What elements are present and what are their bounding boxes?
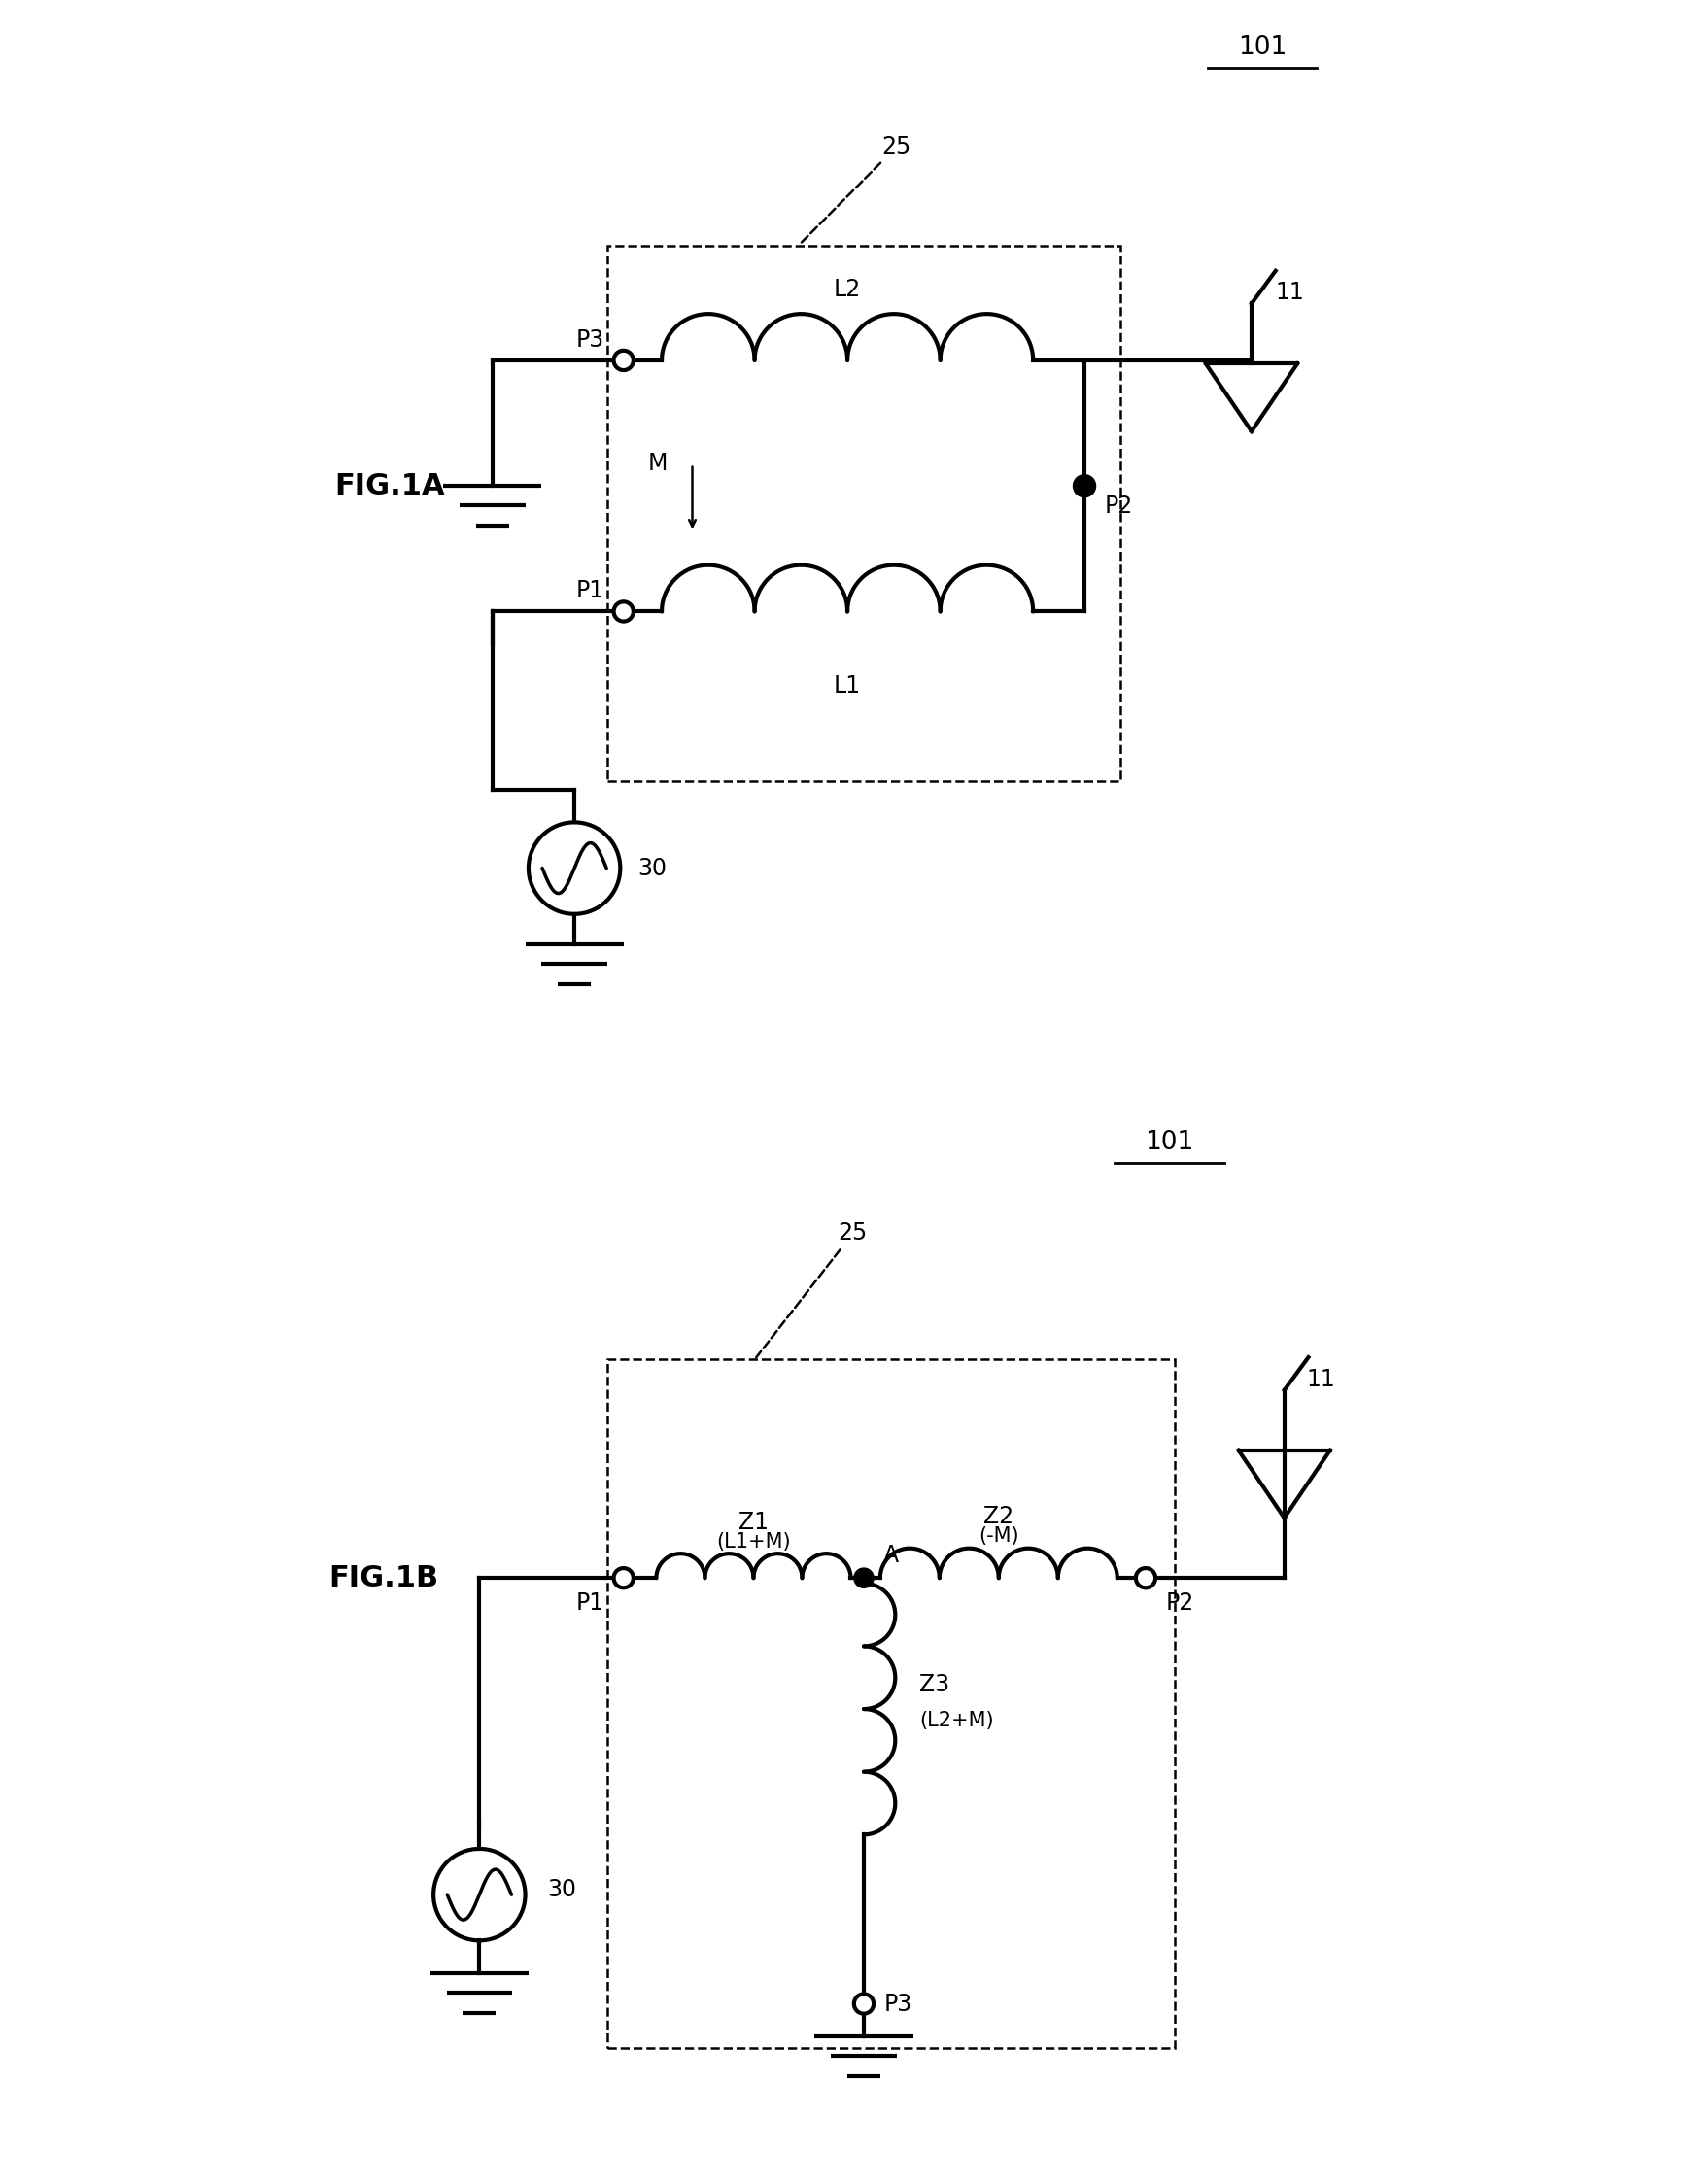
Text: Z3: Z3 [919, 1673, 949, 1695]
Text: P1: P1 [576, 579, 604, 603]
Text: 11: 11 [1306, 1367, 1335, 1391]
Text: P2: P2 [1104, 496, 1133, 518]
Text: 11: 11 [1274, 282, 1304, 304]
Text: L2: L2 [833, 277, 860, 301]
Circle shape [1074, 476, 1094, 496]
Text: Z2: Z2 [983, 1505, 1013, 1529]
Text: FIG.1A: FIG.1A [333, 472, 444, 500]
Text: P2: P2 [1165, 1590, 1193, 1614]
Circle shape [853, 1568, 873, 1588]
Text: 30: 30 [638, 856, 666, 880]
Text: A: A [884, 1544, 899, 1568]
Circle shape [613, 1568, 633, 1588]
Circle shape [853, 1994, 873, 2014]
Circle shape [1074, 476, 1092, 496]
Text: FIG.1B: FIG.1B [328, 1564, 438, 1592]
Circle shape [613, 352, 633, 371]
Bar [608, 245, 1119, 780]
Text: 25: 25 [799, 135, 911, 245]
Text: 101: 101 [1237, 35, 1286, 59]
Text: P3: P3 [576, 328, 604, 352]
Circle shape [1134, 1568, 1155, 1588]
Text: P1: P1 [576, 1590, 604, 1614]
Text: 101: 101 [1144, 1129, 1193, 1155]
Text: 30: 30 [547, 1878, 576, 1900]
Circle shape [613, 603, 633, 622]
Text: (L1+M): (L1+M) [715, 1531, 791, 1551]
Text: (-M): (-M) [978, 1527, 1018, 1546]
Text: M: M [646, 452, 666, 476]
Bar [608, 1358, 1175, 2049]
Text: L1: L1 [833, 675, 860, 697]
Text: (L2+M): (L2+M) [919, 1712, 993, 1730]
Text: Z1: Z1 [739, 1511, 767, 1533]
Text: P3: P3 [884, 1992, 912, 2016]
Text: 25: 25 [756, 1221, 867, 1358]
